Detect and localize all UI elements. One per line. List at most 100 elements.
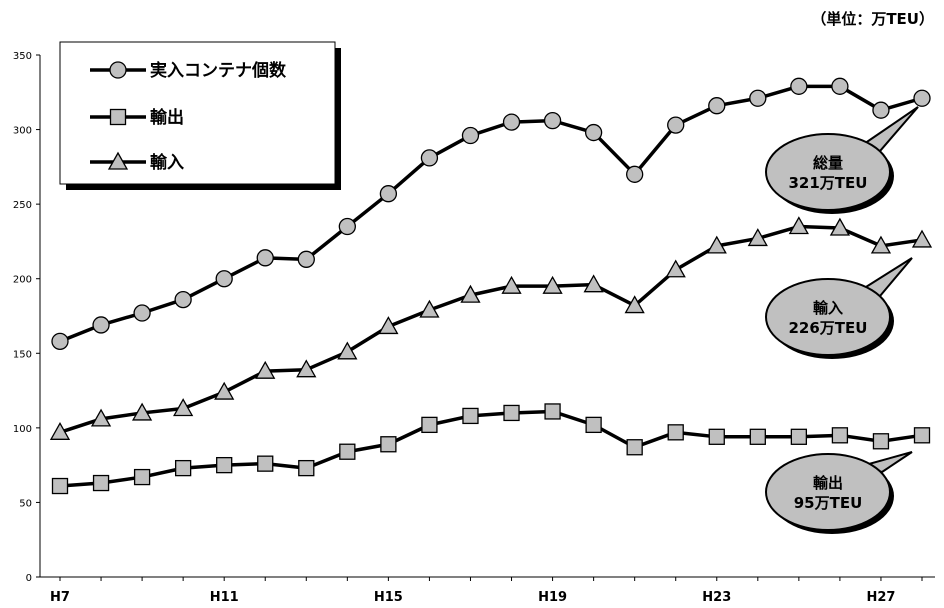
y-tick-label: 50 bbox=[19, 498, 32, 509]
data-point bbox=[542, 275, 563, 294]
data-point bbox=[665, 259, 686, 278]
x-tick-label: H11 bbox=[210, 590, 239, 605]
data-point bbox=[337, 341, 358, 360]
y-tick-label: 300 bbox=[13, 126, 32, 137]
series-3 bbox=[49, 216, 933, 440]
data-point bbox=[911, 229, 933, 248]
series-2 bbox=[51, 403, 931, 495]
data-point bbox=[421, 416, 438, 434]
data-point bbox=[706, 235, 727, 254]
unit-label: （単位：万TEU） bbox=[811, 10, 934, 28]
data-point bbox=[544, 403, 561, 420]
callout-text: 226万TEU bbox=[789, 319, 868, 337]
data-point bbox=[298, 459, 315, 477]
data-point bbox=[708, 97, 726, 115]
data-point bbox=[462, 407, 479, 425]
data-point bbox=[585, 416, 602, 434]
data-point bbox=[379, 185, 398, 203]
data-point bbox=[90, 408, 112, 427]
callout-bubble-2: 輸入 226万TEU bbox=[765, 257, 913, 359]
data-point bbox=[257, 455, 274, 472]
callout-ellipse bbox=[765, 453, 891, 531]
data-point bbox=[790, 428, 808, 445]
data-point bbox=[92, 474, 110, 492]
data-point bbox=[92, 316, 110, 334]
data-point bbox=[173, 398, 194, 417]
callout-text: 総量 bbox=[813, 154, 843, 172]
data-point bbox=[214, 381, 235, 400]
callout-text: 95万TEU bbox=[794, 494, 863, 512]
data-point bbox=[747, 228, 768, 247]
data-point bbox=[584, 123, 603, 142]
callout-ellipse bbox=[765, 133, 891, 211]
data-point bbox=[338, 217, 356, 236]
data-point bbox=[543, 111, 562, 130]
data-point bbox=[339, 443, 356, 460]
callout-text: 輸入 bbox=[813, 299, 843, 317]
data-point bbox=[626, 439, 643, 456]
legend-marker bbox=[109, 61, 127, 79]
y-tick-label: 0 bbox=[26, 573, 32, 584]
chart-axes: 0 50 100 150 200 250 300 350 H7 H11 H15 H19 H23 H27 bbox=[13, 51, 935, 605]
series-line bbox=[59, 224, 923, 434]
data-point bbox=[749, 428, 766, 445]
series-1 bbox=[51, 77, 931, 351]
callout-bubble-1: 総量 321万TEU bbox=[765, 106, 919, 214]
data-point bbox=[216, 456, 233, 474]
legend-label: 実入コンテナ個数 bbox=[150, 60, 287, 81]
series-lines bbox=[49, 77, 933, 495]
data-point bbox=[624, 295, 645, 314]
callout-text: 321万TEU bbox=[789, 174, 868, 192]
data-point bbox=[501, 275, 522, 294]
data-point bbox=[51, 332, 69, 351]
data-point bbox=[583, 274, 604, 293]
x-tick-label: H27 bbox=[866, 590, 895, 605]
data-point bbox=[749, 89, 767, 107]
legend-marker bbox=[109, 108, 127, 126]
data-point bbox=[215, 270, 233, 288]
data-point bbox=[913, 427, 931, 444]
y-tick-label: 250 bbox=[13, 200, 32, 211]
series-line bbox=[59, 409, 923, 488]
legend-label: 輸入 bbox=[150, 152, 184, 173]
callout-text: 輸出 bbox=[813, 474, 843, 492]
data-point bbox=[788, 216, 809, 235]
callout-layer: 総量 321万TEU 輸入 226万TEU 輸出 95万TEU bbox=[765, 106, 919, 534]
x-tick-label: H15 bbox=[374, 590, 403, 605]
x-tick-label: H19 bbox=[538, 590, 567, 605]
callout-bubble-3: 輸出 95万TEU bbox=[765, 451, 913, 534]
data-point bbox=[378, 316, 399, 335]
data-point bbox=[256, 249, 274, 267]
data-point bbox=[790, 77, 808, 95]
data-point bbox=[133, 304, 151, 322]
data-point bbox=[831, 77, 849, 95]
data-point bbox=[872, 101, 890, 119]
data-point bbox=[667, 424, 684, 441]
data-point bbox=[872, 433, 890, 450]
data-point bbox=[131, 402, 153, 421]
data-point bbox=[829, 217, 851, 236]
legend-label: 輸出 bbox=[150, 107, 184, 128]
series-line bbox=[59, 84, 923, 343]
data-point bbox=[626, 165, 644, 183]
y-tick-label: 100 bbox=[13, 424, 32, 435]
data-point bbox=[913, 89, 931, 107]
legend-marker bbox=[107, 151, 129, 170]
data-point bbox=[297, 250, 315, 268]
data-point bbox=[419, 299, 440, 318]
data-point bbox=[174, 290, 192, 309]
callout-ellipse bbox=[765, 278, 891, 356]
data-point bbox=[461, 126, 480, 145]
x-tick-label: H23 bbox=[702, 590, 731, 605]
data-point bbox=[174, 459, 192, 477]
data-point bbox=[296, 359, 317, 378]
data-point bbox=[255, 360, 276, 379]
data-point bbox=[420, 149, 439, 167]
data-point bbox=[831, 427, 849, 444]
data-point bbox=[380, 436, 397, 453]
y-tick-label: 150 bbox=[13, 349, 32, 360]
data-point bbox=[133, 468, 151, 486]
data-point bbox=[51, 477, 69, 495]
